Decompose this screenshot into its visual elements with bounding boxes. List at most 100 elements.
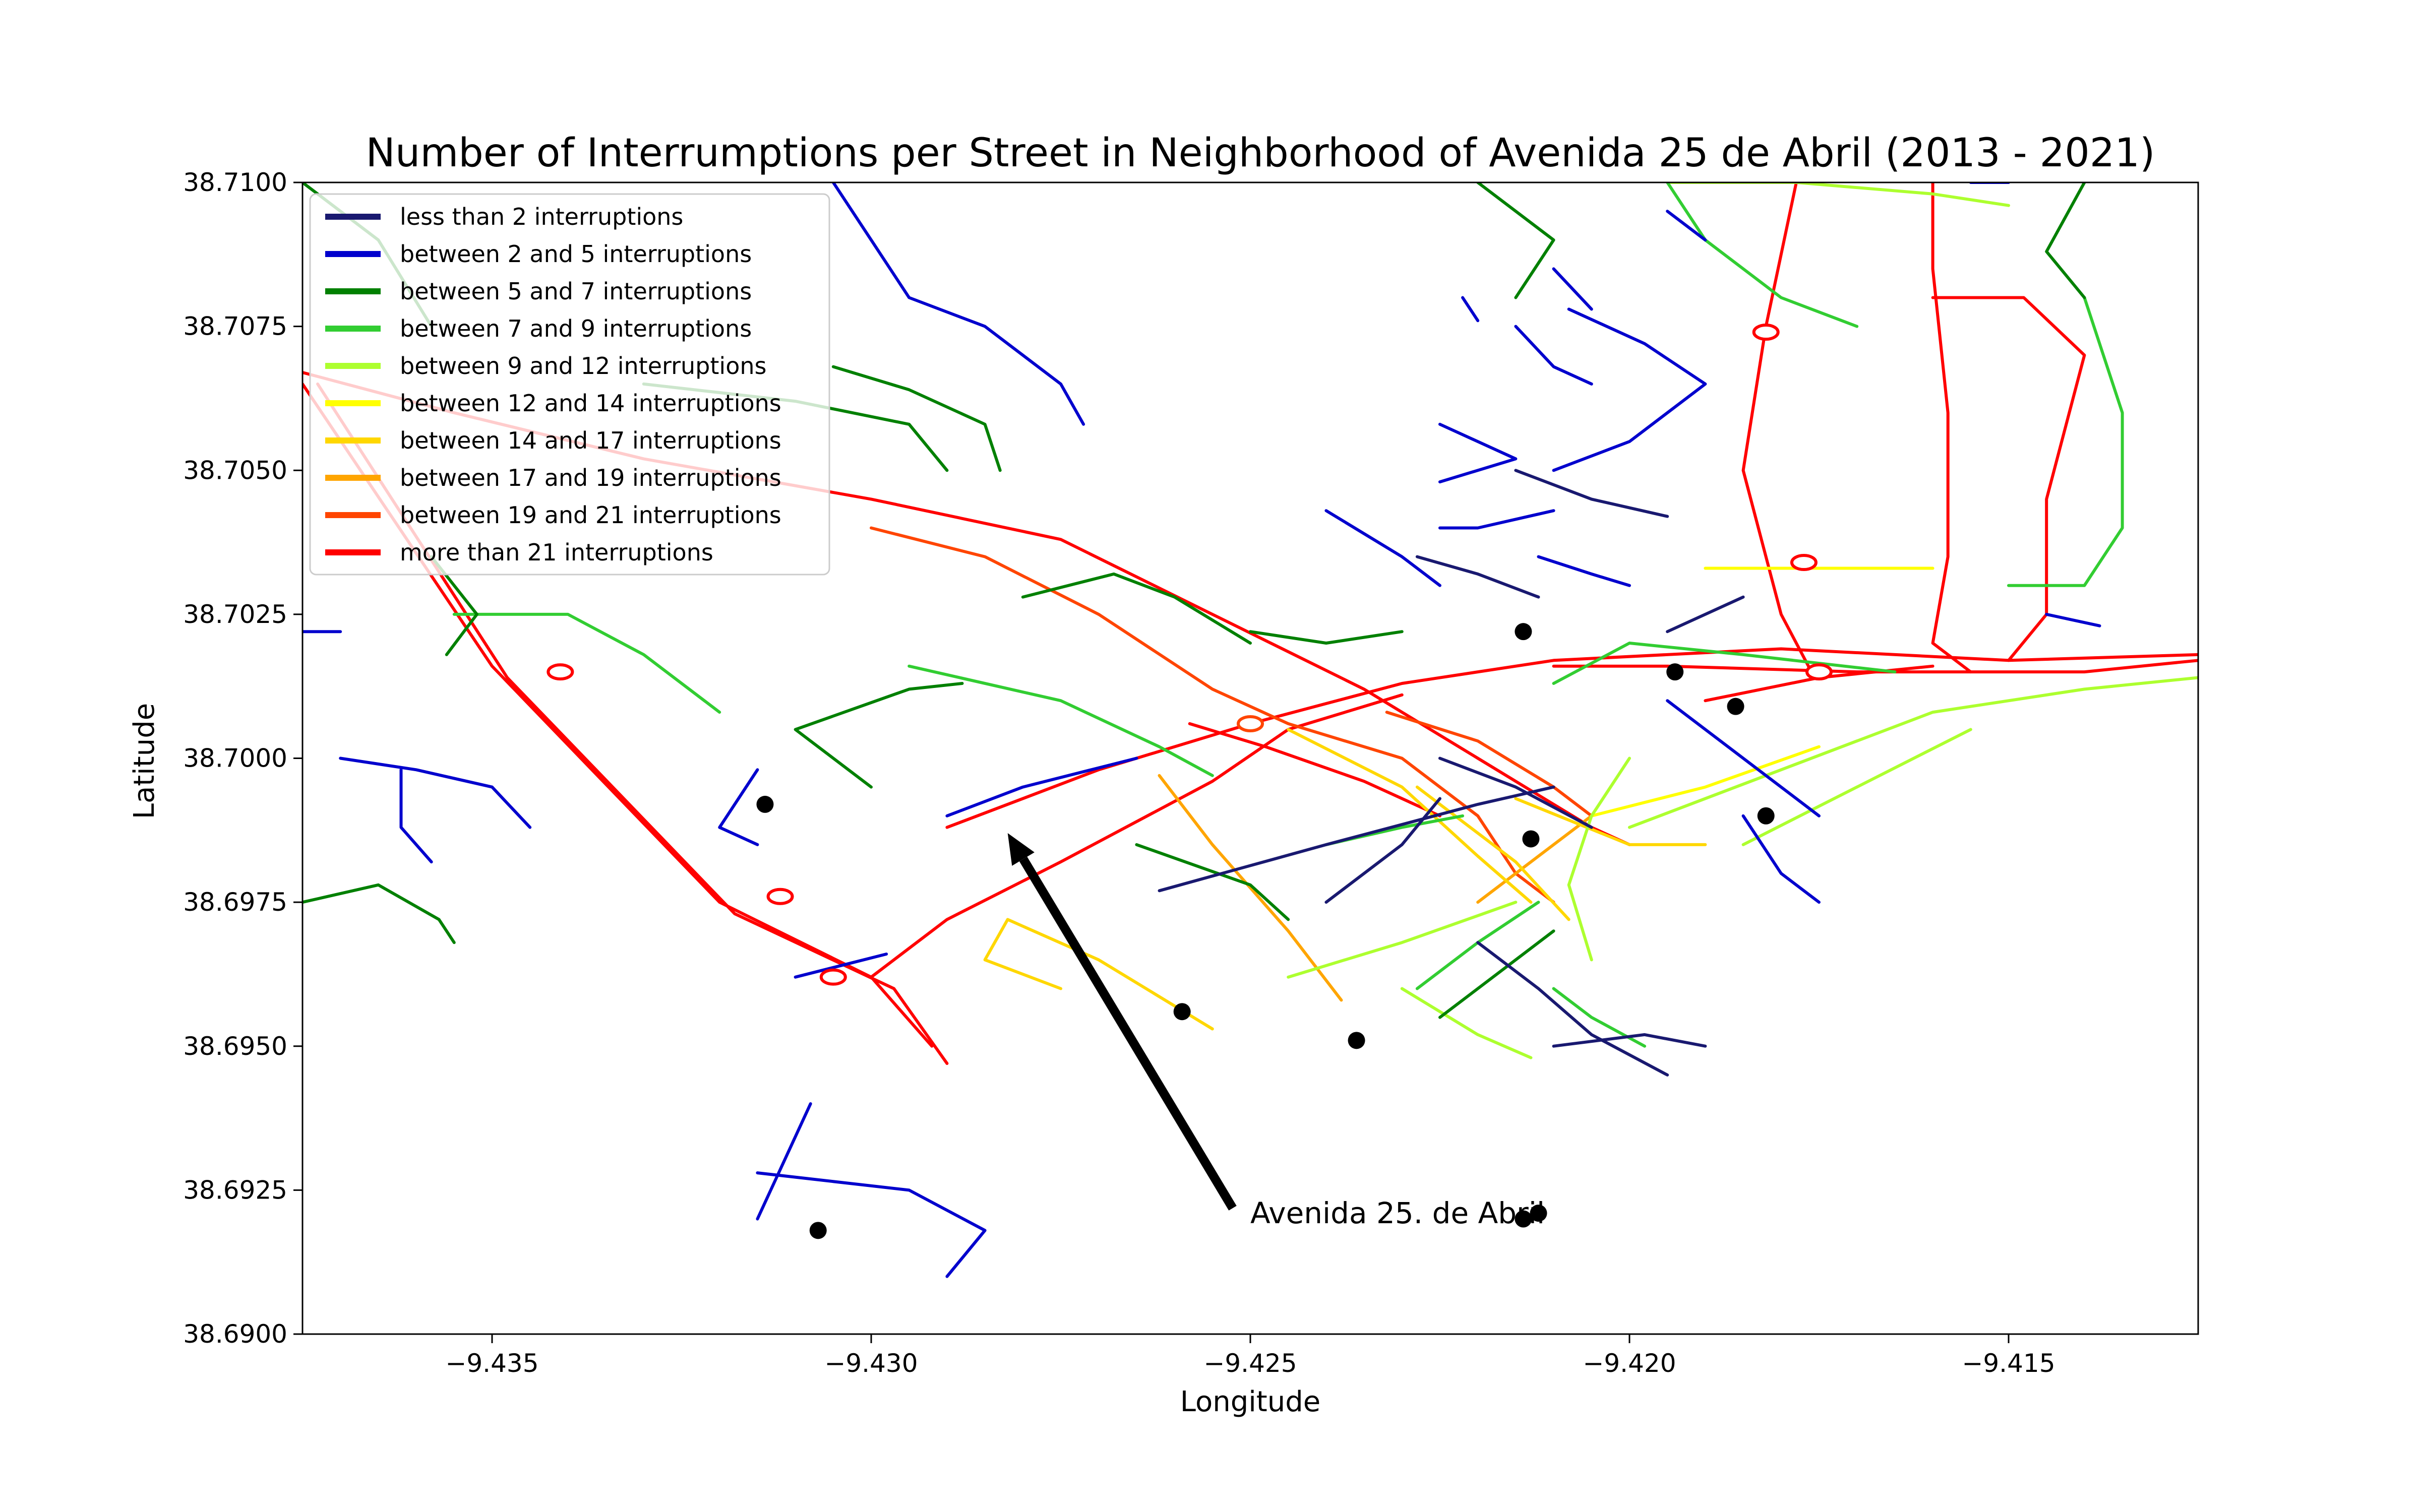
street-line xyxy=(1552,642,1897,685)
street-line xyxy=(316,382,949,1065)
legend-label: between 5 and 7 interruptions xyxy=(400,278,752,305)
street-line xyxy=(794,682,964,789)
street-line xyxy=(1476,182,1555,299)
street-line xyxy=(1438,929,1555,1019)
street-line xyxy=(1552,267,1593,311)
x-tick-label: −9.435 xyxy=(445,1349,538,1378)
street-line xyxy=(794,953,888,979)
annotation-arrow-head xyxy=(1007,833,1035,866)
street-line xyxy=(1021,572,1252,645)
street-line xyxy=(1249,630,1404,645)
point-marker xyxy=(1757,807,1775,825)
street-line xyxy=(1666,182,2010,207)
street-line xyxy=(302,883,456,944)
legend: less than 2 interruptions between 2 and 5… xyxy=(309,193,830,576)
point-marker xyxy=(1515,1210,1532,1228)
annotation-label: Avenida 25. de Abril xyxy=(1250,1196,1545,1230)
point-markers xyxy=(756,623,1775,1239)
street-line xyxy=(1741,814,1821,904)
street-line xyxy=(1476,941,1669,1077)
street-line xyxy=(1537,555,1631,587)
legend-label: less than 2 interruptions xyxy=(400,203,683,230)
y-axis: 38.6900 38.6925 38.6950 38.6975 38.7000 38.70… xyxy=(183,168,302,1349)
x-tick-label: −9.415 xyxy=(1962,1349,2055,1378)
street-line xyxy=(2045,612,2101,627)
x-axis-label: Longitude xyxy=(1180,1385,1321,1418)
street-line xyxy=(1287,901,1518,979)
street-line xyxy=(452,612,721,714)
legend-label: between 9 and 12 interruptions xyxy=(400,352,766,380)
street-line xyxy=(1135,843,1290,921)
street-line xyxy=(1552,1033,1707,1048)
street-line xyxy=(1514,797,1707,846)
roundabout-marker xyxy=(819,968,847,986)
legend-label: between 12 and 14 interruptions xyxy=(400,390,781,417)
street-line xyxy=(1438,422,1518,484)
street-line xyxy=(1158,774,1343,1002)
roundabout-marker xyxy=(1790,554,1818,572)
point-marker xyxy=(756,795,774,813)
chart-title: Number of Interrumptions per Street in N… xyxy=(366,131,2155,176)
legend-box xyxy=(309,193,830,576)
street-line xyxy=(756,1171,987,1278)
street-line xyxy=(1666,210,1707,242)
roundabout-marker xyxy=(1805,663,1833,681)
street-line xyxy=(908,664,1214,777)
street-line xyxy=(1666,595,1745,634)
y-tick-label: 38.6900 xyxy=(183,1319,287,1349)
street-line xyxy=(1324,509,1441,587)
street-line xyxy=(1438,509,1555,530)
point-marker xyxy=(809,1222,827,1239)
street-line xyxy=(831,365,1002,472)
street-line xyxy=(1552,307,1707,472)
y-tick-label: 38.6925 xyxy=(183,1175,287,1205)
point-marker xyxy=(1173,1003,1191,1021)
street-line xyxy=(1158,785,1555,893)
legend-label: between 17 and 19 interruptions xyxy=(400,464,781,491)
street-line xyxy=(1552,659,2198,674)
street-line xyxy=(430,555,478,656)
legend-label: between 14 and 17 interruptions xyxy=(400,427,781,454)
y-tick-label: 38.7100 xyxy=(183,168,287,197)
street-line xyxy=(2045,182,2086,299)
street-line xyxy=(870,526,1555,904)
street-line xyxy=(1741,728,1972,846)
street-line xyxy=(1514,469,1669,518)
point-marker xyxy=(1348,1032,1365,1049)
roundabout-marker xyxy=(1237,715,1264,732)
street-line xyxy=(1324,797,1441,904)
y-tick-label: 38.6975 xyxy=(183,888,287,917)
street-line xyxy=(1567,757,1631,962)
street-line xyxy=(983,918,1214,1031)
street-line xyxy=(399,768,433,864)
street-line xyxy=(1400,987,1533,1059)
street-line xyxy=(1385,711,1593,817)
street-line xyxy=(1461,296,1480,323)
street-line xyxy=(339,757,494,789)
street-line xyxy=(831,182,1085,426)
roundabout-marker xyxy=(766,888,794,905)
point-marker xyxy=(1522,830,1540,848)
street-line xyxy=(1931,182,1972,674)
street-line xyxy=(718,768,759,846)
y-axis-label: Latitude xyxy=(128,703,161,819)
y-tick-label: 38.6950 xyxy=(183,1032,287,1061)
x-tick-label: −9.430 xyxy=(824,1349,918,1378)
street-line xyxy=(870,693,1404,979)
street-line xyxy=(756,1102,812,1221)
legend-entries: less than 2 interruptions between 2 and 5… xyxy=(325,203,781,566)
point-marker xyxy=(1727,698,1744,715)
roundabout-markers xyxy=(547,324,1833,986)
annotations: Avenida 25. de Abril xyxy=(1007,833,1545,1230)
street-line xyxy=(1666,699,1821,817)
x-tick-label: −9.425 xyxy=(1203,1349,1297,1378)
street-line xyxy=(1628,676,2198,829)
y-tick-label: 38.7050 xyxy=(183,456,287,485)
y-tick-label: 38.7075 xyxy=(183,312,287,341)
x-axis: −9.435 −9.430 −9.425 −9.420 −9.415 xyxy=(445,1334,2055,1378)
annotation-arrow-shaft xyxy=(1019,856,1237,1211)
street-line xyxy=(1415,555,1540,599)
point-marker xyxy=(1515,623,1532,641)
point-marker xyxy=(1666,663,1684,681)
